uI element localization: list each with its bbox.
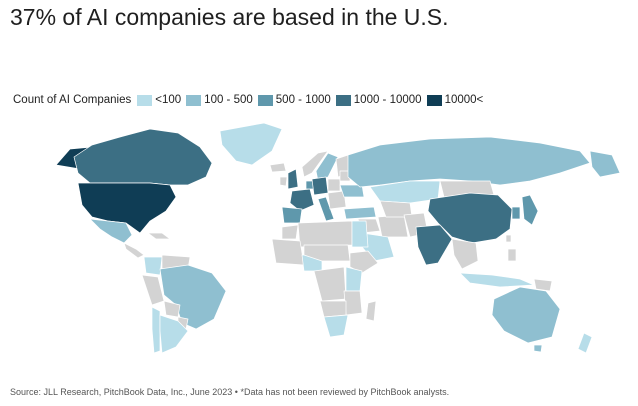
- region-turkey: [343, 206, 377, 220]
- region-southeast-asia: [451, 238, 479, 270]
- region-ukraine: [339, 184, 365, 198]
- region-uk: [287, 168, 299, 190]
- region-germany: [311, 176, 329, 196]
- legend-swatch: [257, 94, 273, 106]
- region-australia: [491, 286, 561, 344]
- region-chile: [151, 306, 161, 354]
- region-usa: [77, 182, 177, 234]
- region-papua: [533, 278, 553, 292]
- region-france: [289, 188, 315, 212]
- region-spain: [281, 206, 303, 224]
- legend-item-lt100: <100: [137, 94, 181, 106]
- legend-swatch: [186, 94, 202, 106]
- chart-title: 37% of AI companies are based in the U.S…: [10, 4, 449, 30]
- region-egypt: [351, 220, 369, 248]
- region-philippines: [507, 248, 517, 262]
- legend-label: <100: [155, 94, 182, 106]
- region-brazil: [159, 264, 227, 330]
- region-colombia: [143, 256, 163, 276]
- legend-item-100-500: 100 - 500: [186, 94, 253, 106]
- legend-swatch: [426, 94, 442, 106]
- region-algeria-libya: [297, 220, 353, 248]
- region-iran: [377, 214, 409, 238]
- region-madagascar: [365, 300, 377, 322]
- legend-label: 500 - 1000: [275, 94, 331, 106]
- region-horn-of-africa: [349, 250, 379, 274]
- region-baltics: [339, 170, 351, 182]
- region-kamchatka: [589, 150, 621, 178]
- region-morocco: [281, 224, 299, 240]
- source-note: Source: JLL Research, PitchBook Data, In…: [10, 387, 450, 397]
- region-indonesia: [459, 272, 535, 288]
- legend-swatch: [335, 94, 351, 106]
- legend-title: Count of AI Companies: [13, 94, 132, 106]
- region-central-africa: [313, 266, 347, 302]
- region-norway: [301, 150, 329, 178]
- region-east-africa: [343, 290, 363, 316]
- world-map: [55, 122, 621, 354]
- region-tasmania: [533, 344, 543, 353]
- region-taiwan: [505, 234, 512, 243]
- region-new-zealand: [577, 332, 593, 354]
- region-japan: [521, 194, 539, 226]
- region-italy: [317, 196, 335, 222]
- legend-label: 10000<: [444, 94, 484, 106]
- region-argentina: [159, 314, 189, 354]
- region-iceland: [269, 162, 287, 173]
- region-central-america: [123, 242, 145, 259]
- region-korea: [511, 206, 521, 220]
- region-sahel: [303, 244, 351, 262]
- legend: Count of AI Companies <100 100 - 500 500…: [13, 93, 488, 107]
- region-eastern-europe: [327, 190, 347, 210]
- region-south-africa: [323, 314, 349, 338]
- region-china: [427, 192, 513, 244]
- legend-label: 100 - 500: [204, 94, 253, 106]
- legend-item-500-1000: 500 - 1000: [257, 94, 331, 106]
- region-poland: [327, 178, 341, 192]
- region-kenya: [345, 266, 363, 292]
- region-mexico: [89, 218, 133, 244]
- region-southern-africa: [319, 300, 347, 318]
- legend-swatch: [137, 94, 153, 106]
- region-west-africa: [271, 238, 305, 266]
- legend-item-10000-plus: 10000<: [426, 94, 484, 106]
- region-peru-ecuador: [141, 274, 165, 306]
- region-caribbean: [147, 232, 171, 240]
- region-russia: [347, 136, 591, 188]
- legend-item-1000-10000: 1000 - 10000: [335, 94, 422, 106]
- region-greenland: [219, 122, 283, 166]
- legend-label: 1000 - 10000: [353, 94, 422, 106]
- region-ireland: [279, 176, 288, 187]
- region-canada: [73, 128, 213, 186]
- region-india: [415, 224, 453, 266]
